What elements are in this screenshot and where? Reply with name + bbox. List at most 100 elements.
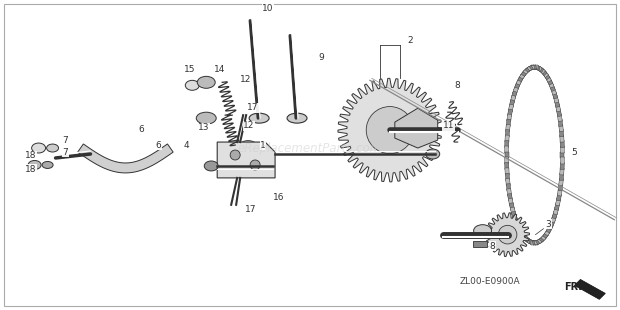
Text: 8: 8 — [490, 241, 495, 250]
Polygon shape — [510, 95, 516, 103]
Polygon shape — [531, 241, 538, 245]
Polygon shape — [522, 234, 529, 242]
Polygon shape — [538, 66, 546, 74]
Polygon shape — [505, 140, 509, 148]
Text: 18: 18 — [25, 151, 36, 160]
Polygon shape — [508, 198, 513, 206]
Polygon shape — [512, 87, 518, 95]
Polygon shape — [518, 228, 525, 236]
FancyBboxPatch shape — [472, 241, 487, 246]
Polygon shape — [505, 124, 510, 132]
Polygon shape — [574, 279, 605, 299]
Ellipse shape — [287, 113, 307, 123]
Polygon shape — [560, 162, 564, 170]
Polygon shape — [546, 225, 553, 233]
Polygon shape — [519, 230, 526, 238]
Polygon shape — [505, 173, 510, 180]
Text: 6: 6 — [156, 141, 161, 150]
Polygon shape — [541, 69, 549, 78]
Ellipse shape — [28, 161, 41, 170]
Text: 17: 17 — [245, 205, 257, 214]
Polygon shape — [505, 152, 508, 158]
Polygon shape — [557, 188, 562, 196]
Polygon shape — [556, 109, 562, 117]
Polygon shape — [556, 198, 560, 206]
Polygon shape — [525, 237, 533, 245]
Polygon shape — [559, 124, 564, 132]
Polygon shape — [536, 237, 544, 245]
Polygon shape — [544, 74, 551, 82]
Polygon shape — [554, 203, 560, 210]
Polygon shape — [505, 130, 510, 137]
Text: ZL00-E0900A: ZL00-E0900A — [459, 277, 520, 286]
Polygon shape — [512, 211, 517, 219]
Text: 3: 3 — [546, 220, 551, 229]
Ellipse shape — [46, 144, 58, 152]
Polygon shape — [505, 157, 508, 164]
Polygon shape — [518, 74, 525, 82]
Polygon shape — [558, 119, 563, 126]
Polygon shape — [558, 184, 563, 191]
Polygon shape — [549, 219, 556, 227]
Polygon shape — [507, 114, 511, 122]
Text: 7: 7 — [63, 148, 68, 157]
Polygon shape — [338, 78, 441, 182]
Polygon shape — [556, 104, 560, 112]
Text: 18: 18 — [25, 165, 36, 174]
Text: 4: 4 — [184, 141, 189, 150]
Polygon shape — [505, 178, 510, 186]
Polygon shape — [505, 168, 509, 175]
Polygon shape — [523, 66, 531, 74]
Ellipse shape — [42, 162, 53, 168]
Circle shape — [250, 160, 260, 170]
Circle shape — [366, 107, 414, 154]
Polygon shape — [560, 135, 564, 142]
Polygon shape — [559, 178, 564, 186]
Text: 6: 6 — [138, 125, 144, 134]
Text: 2: 2 — [408, 36, 414, 45]
Polygon shape — [534, 65, 542, 71]
Polygon shape — [539, 68, 547, 76]
Polygon shape — [507, 109, 513, 117]
Polygon shape — [549, 83, 556, 91]
Polygon shape — [508, 104, 513, 112]
Polygon shape — [546, 77, 553, 85]
Polygon shape — [541, 232, 549, 241]
Polygon shape — [542, 72, 550, 80]
Text: 17: 17 — [247, 103, 259, 112]
Text: 1: 1 — [260, 141, 266, 150]
Polygon shape — [507, 188, 511, 196]
Text: 16: 16 — [273, 193, 285, 202]
Text: FR.: FR. — [564, 282, 582, 292]
Polygon shape — [512, 91, 517, 99]
Polygon shape — [553, 207, 559, 215]
Polygon shape — [485, 213, 529, 256]
Polygon shape — [552, 91, 558, 99]
Polygon shape — [544, 228, 551, 236]
Polygon shape — [516, 77, 523, 85]
Text: 9: 9 — [318, 53, 324, 62]
Polygon shape — [509, 203, 515, 210]
Ellipse shape — [474, 225, 492, 237]
Text: 8: 8 — [454, 81, 461, 90]
Polygon shape — [523, 236, 531, 244]
Polygon shape — [534, 239, 542, 245]
Polygon shape — [547, 222, 554, 230]
Polygon shape — [522, 68, 529, 76]
Ellipse shape — [32, 143, 46, 153]
Circle shape — [498, 225, 517, 244]
Polygon shape — [505, 162, 509, 170]
Polygon shape — [557, 114, 562, 122]
Polygon shape — [527, 65, 535, 71]
Circle shape — [230, 150, 240, 160]
Polygon shape — [560, 157, 564, 164]
Ellipse shape — [426, 149, 440, 159]
Polygon shape — [509, 100, 515, 107]
Polygon shape — [525, 65, 533, 73]
Polygon shape — [520, 232, 528, 241]
Polygon shape — [529, 65, 536, 70]
Text: 14: 14 — [215, 65, 226, 74]
Polygon shape — [533, 240, 540, 245]
Polygon shape — [519, 72, 526, 80]
Polygon shape — [520, 69, 528, 78]
